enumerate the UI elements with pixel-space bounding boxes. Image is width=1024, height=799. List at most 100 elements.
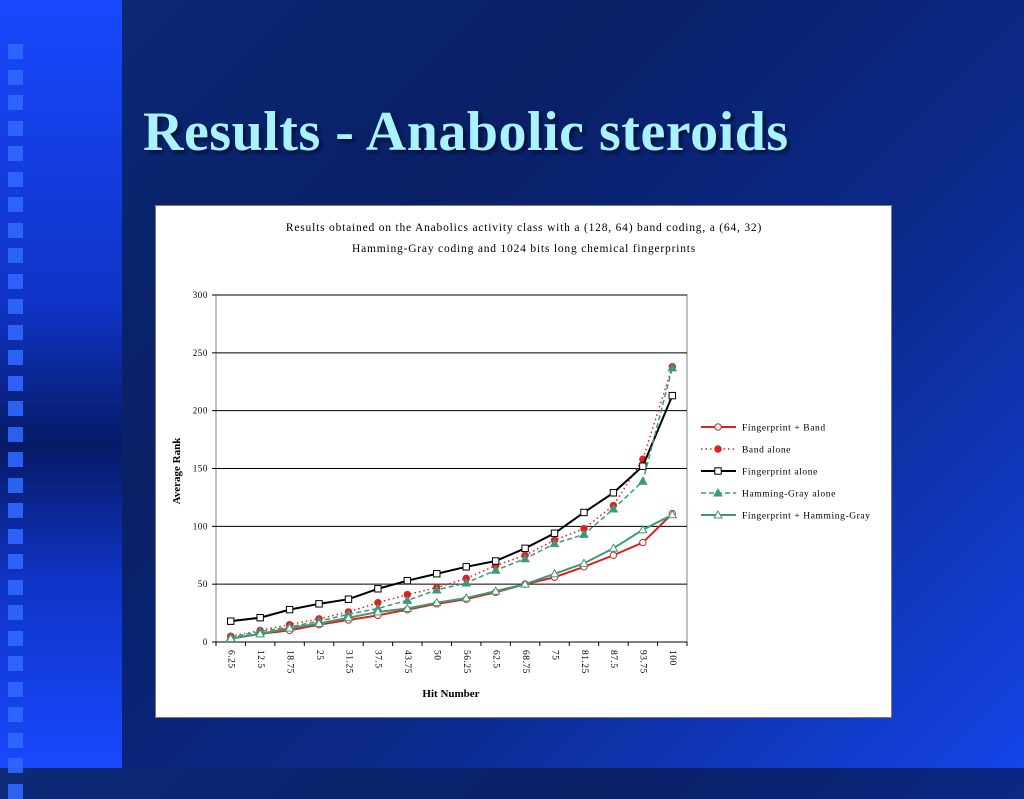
data-point-marker bbox=[227, 617, 235, 625]
decorative-square bbox=[8, 503, 23, 518]
left-decorative-strip bbox=[0, 0, 122, 799]
data-point-marker bbox=[520, 579, 530, 588]
data-point-marker bbox=[315, 600, 323, 608]
series-4 bbox=[225, 509, 678, 643]
legend-item: Band alone bbox=[701, 445, 790, 456]
x-tick-label: 37.5 bbox=[373, 650, 383, 669]
data-point-marker bbox=[713, 509, 723, 519]
x-tick-label: 81.25 bbox=[579, 650, 589, 674]
legend-item: Fingerprint + Band bbox=[701, 423, 825, 434]
data-point-marker bbox=[344, 595, 353, 603]
x-tick-label: 68.75 bbox=[520, 650, 530, 674]
legend-label: Fingerprint alone bbox=[742, 468, 818, 478]
chart-title-line-2: Hamming-Gray coding and 1024 bits long c… bbox=[352, 243, 696, 255]
series-line bbox=[230, 367, 674, 639]
decorative-square bbox=[8, 452, 23, 467]
data-point-marker bbox=[402, 595, 413, 604]
decorative-square bbox=[8, 579, 23, 595]
y-tick-label: 300 bbox=[193, 290, 208, 300]
decorative-square bbox=[8, 630, 23, 646]
decorative-square bbox=[8, 120, 23, 136]
x-tick-label: 18.75 bbox=[284, 650, 294, 674]
data-point-marker bbox=[431, 584, 442, 594]
data-point-marker bbox=[461, 578, 472, 587]
data-point-marker bbox=[433, 570, 441, 578]
decorative-square bbox=[8, 44, 23, 59]
decorative-square bbox=[8, 707, 23, 722]
x-tick-label: 12.5 bbox=[255, 650, 265, 669]
x-tick-label: 25 bbox=[314, 650, 324, 661]
data-point-marker bbox=[284, 623, 295, 632]
data-point-marker bbox=[285, 605, 294, 614]
data-point-marker bbox=[490, 565, 501, 574]
decorative-square bbox=[8, 732, 23, 748]
data-point-marker bbox=[714, 445, 722, 453]
x-tick-label: 31.25 bbox=[343, 650, 353, 674]
series-line bbox=[230, 512, 673, 640]
decorative-square bbox=[8, 171, 23, 187]
legend-item: Fingerprint alone bbox=[701, 467, 818, 478]
decorative-square bbox=[8, 248, 23, 263]
decorative-square bbox=[8, 758, 23, 773]
y-tick-label: 0 bbox=[203, 637, 208, 647]
y-tick-label: 150 bbox=[193, 464, 208, 474]
decorative-square bbox=[8, 375, 23, 391]
data-point-marker bbox=[225, 633, 236, 643]
data-point-marker bbox=[608, 503, 619, 513]
data-point-marker bbox=[579, 558, 589, 567]
decorative-square bbox=[8, 197, 23, 212]
data-point-marker bbox=[549, 538, 560, 548]
x-tick-label: 56.25 bbox=[461, 650, 471, 674]
decorative-square bbox=[8, 273, 23, 289]
decorative-square bbox=[8, 69, 23, 85]
data-point-marker bbox=[431, 597, 442, 607]
data-point-marker bbox=[580, 508, 588, 517]
decorative-square bbox=[8, 783, 23, 799]
legend: Fingerprint + Band Band alone Fingerprint … bbox=[701, 423, 870, 522]
data-point-marker bbox=[579, 529, 589, 538]
decorative-square bbox=[8, 426, 23, 442]
data-point-marker bbox=[402, 603, 413, 612]
data-point-marker bbox=[461, 593, 472, 602]
data-point-marker bbox=[714, 467, 722, 475]
data-point-marker bbox=[608, 543, 619, 552]
decorative-square bbox=[8, 350, 23, 365]
decorative-square bbox=[8, 146, 23, 161]
data-point-marker bbox=[314, 618, 324, 627]
data-point-marker bbox=[374, 585, 382, 593]
y-tick-label: 50 bbox=[198, 579, 208, 589]
legend-label: Hamming-Gray alone bbox=[742, 490, 836, 500]
data-point-marker bbox=[462, 563, 470, 571]
x-tick-label: 50 bbox=[432, 650, 442, 661]
data-point-marker bbox=[491, 557, 500, 565]
y-tick-label: 100 bbox=[193, 521, 208, 531]
decorative-square bbox=[8, 299, 23, 314]
data-point-marker bbox=[490, 586, 501, 595]
decorative-square bbox=[8, 656, 23, 671]
data-point-marker bbox=[637, 476, 648, 485]
y-tick-label: 200 bbox=[193, 406, 208, 416]
decorative-square bbox=[8, 401, 23, 416]
x-tick-label: 87.5 bbox=[608, 650, 618, 669]
chart-panel: Results obtained on the Anabolics activi… bbox=[155, 205, 892, 718]
data-point-marker bbox=[639, 538, 647, 547]
data-point-marker bbox=[637, 524, 648, 534]
x-axis-label: Hit Number bbox=[422, 688, 479, 700]
decorative-square-column bbox=[8, 0, 28, 799]
x-tick-label: 43.75 bbox=[402, 650, 412, 674]
data-point-marker bbox=[520, 553, 530, 563]
y-tick-label: 250 bbox=[193, 348, 208, 358]
data-point-marker bbox=[256, 614, 264, 622]
data-point-marker bbox=[521, 544, 529, 553]
series-line bbox=[230, 513, 673, 640]
decorative-square bbox=[8, 681, 23, 697]
decorative-square bbox=[8, 95, 23, 110]
data-point-marker bbox=[403, 576, 412, 585]
decorative-square bbox=[8, 605, 23, 620]
decorative-square bbox=[8, 554, 23, 569]
data-point-marker bbox=[639, 462, 647, 470]
decorative-square bbox=[8, 477, 23, 493]
data-point-marker bbox=[550, 529, 559, 537]
x-tick-label: 93.75 bbox=[638, 650, 648, 674]
decorative-square bbox=[8, 528, 23, 544]
